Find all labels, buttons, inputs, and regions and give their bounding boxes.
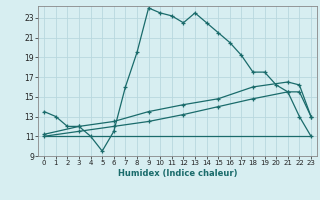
X-axis label: Humidex (Indice chaleur): Humidex (Indice chaleur): [118, 169, 237, 178]
